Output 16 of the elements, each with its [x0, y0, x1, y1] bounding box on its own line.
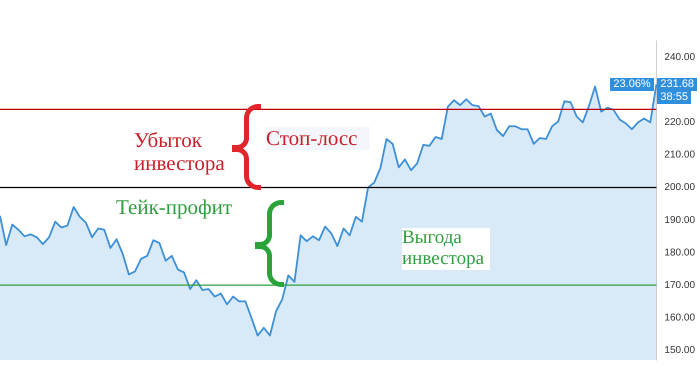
annotation: Выгода инвестора: [402, 227, 490, 270]
y-tick-label: 240.00: [664, 52, 696, 64]
text: 38:55: [657, 91, 691, 104]
y-tick-label: 200.00: [664, 182, 696, 194]
y-tick-label: 190.00: [664, 214, 696, 226]
y-tick-label: 150.00: [664, 344, 696, 356]
y-tick-label: 220.00: [664, 117, 696, 128]
y-tick-label: 180.00: [664, 247, 696, 258]
annotation: Стоп-лосс: [266, 126, 370, 150]
y-tick-label: 170.00: [664, 280, 696, 291]
y-tick-label: 210.00: [664, 150, 696, 161]
annotation: Убыток инвестора: [134, 128, 226, 175]
y-tick-label: 160.00: [664, 312, 696, 324]
annotation: 23.06%: [610, 78, 654, 91]
annotation: 231.68: [657, 78, 698, 91]
annotation: Тейк-профит: [116, 194, 234, 219]
